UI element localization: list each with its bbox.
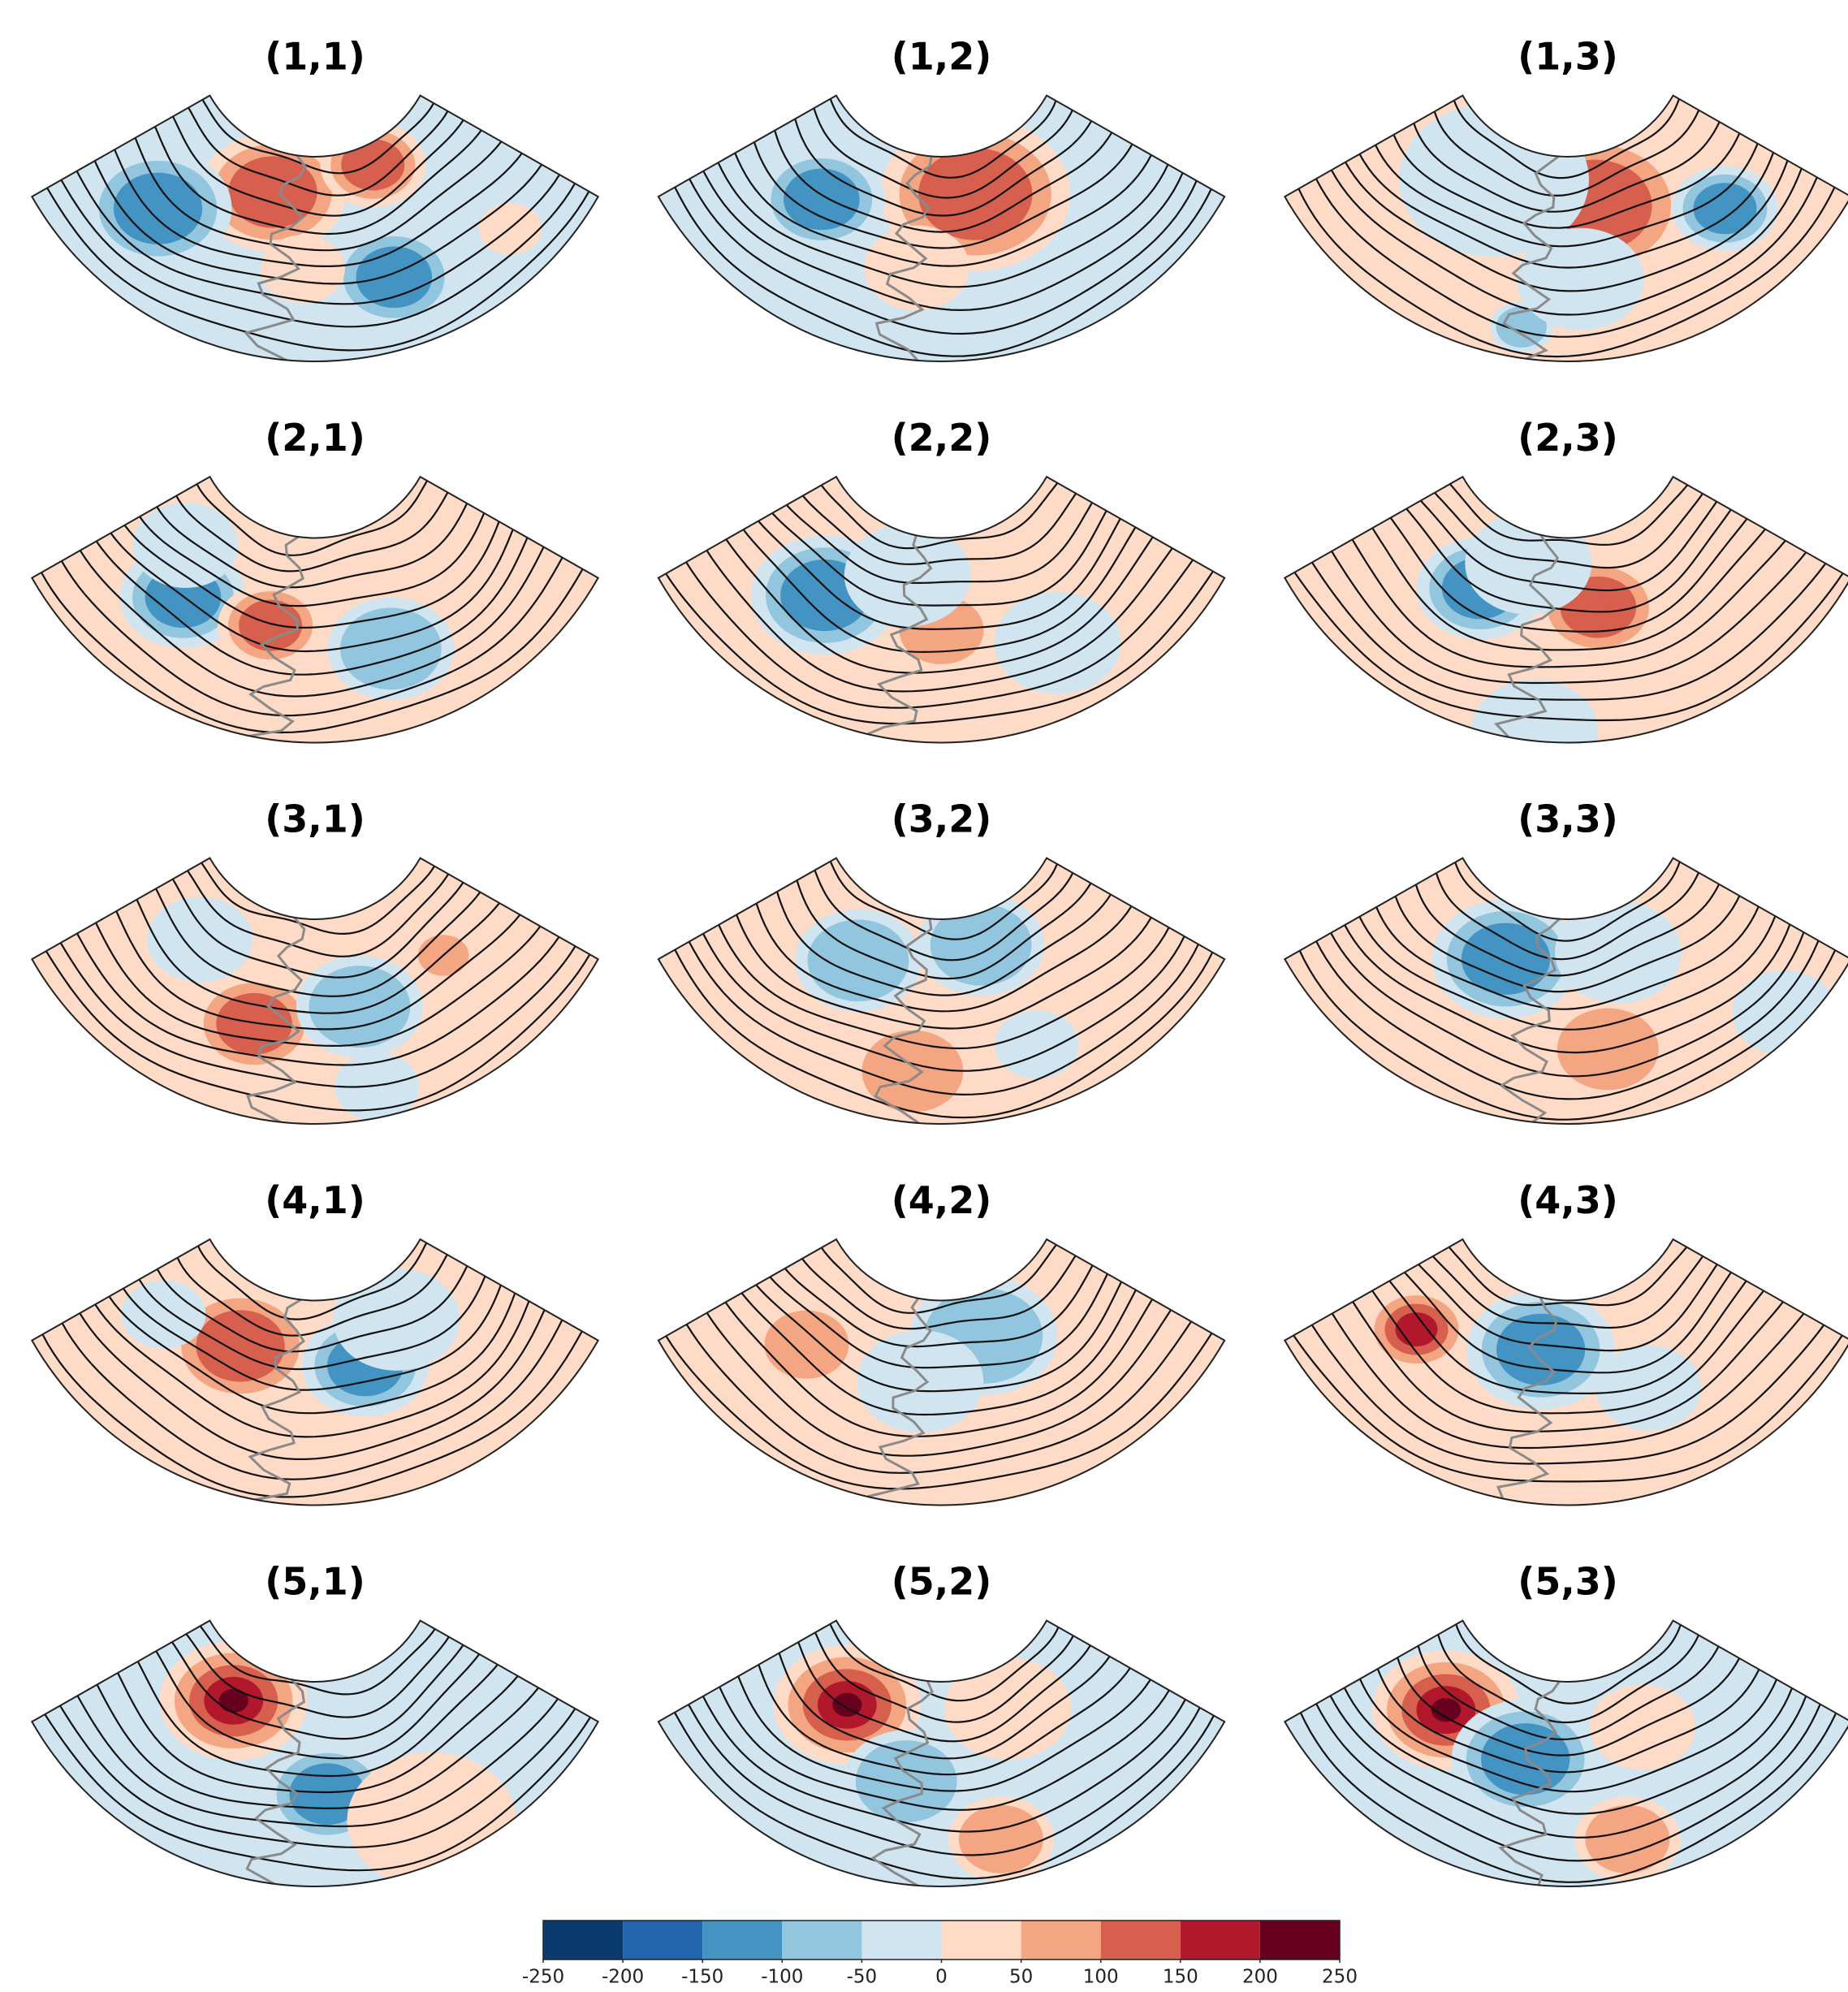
colorbar-tick-label: 100 [1083, 1967, 1119, 1988]
colorbar-tick-label: 250 [1322, 1967, 1358, 1988]
map-panel [1285, 477, 1848, 782]
panel-title: (3,2) [892, 797, 992, 841]
anomaly-shading [864, 226, 969, 311]
panel-title: (2,1) [265, 416, 365, 460]
anomaly-shading [196, 1310, 284, 1381]
anomaly-shading [341, 139, 404, 190]
map-panel [1285, 1621, 1848, 1886]
panel-title: (5,2) [892, 1560, 992, 1604]
map-panel [32, 477, 598, 742]
panel-title: (3,1) [265, 797, 365, 841]
anomaly-shading [121, 1281, 205, 1349]
anomaly-shading [995, 1011, 1079, 1079]
colorbar-tick-label: -150 [681, 1967, 723, 1988]
panel-title: (3,3) [1518, 797, 1618, 841]
panel-title: (1,1) [265, 35, 365, 79]
anomaly-shading [1471, 680, 1598, 782]
panel-title: (4,3) [1518, 1178, 1618, 1222]
map-panel [658, 96, 1224, 368]
colorbar-bin [1021, 1921, 1101, 1960]
map-panel [1285, 858, 1848, 1124]
colorbar-bin [1101, 1921, 1181, 1960]
colorbar-bin [1181, 1921, 1260, 1960]
colorbar-tick-label: 50 [1009, 1967, 1033, 1988]
colorbar-bin [861, 1921, 941, 1960]
panel-title: (5,1) [265, 1560, 365, 1604]
anomaly-shading [1732, 970, 1837, 1056]
colorbar-bin [702, 1921, 782, 1960]
panel-title: (2,3) [1518, 416, 1618, 460]
panel-title: (1,3) [1518, 35, 1618, 79]
anomaly-shading [356, 246, 432, 308]
panel-title: (1,2) [892, 35, 992, 79]
anomaly-shading [784, 169, 860, 231]
anomaly-shading [239, 600, 302, 651]
anomaly-shading [808, 919, 909, 1001]
figure: (1,1) (1,2) (1,3) (2,1) (2,2) (2,3) (3,1) (3,2)… [0, 0, 1848, 1992]
panel-title: (4,1) [265, 1178, 365, 1222]
anomaly-shading [1555, 901, 1682, 1004]
anomaly-shading [959, 1805, 1043, 1873]
map-panel [1285, 96, 1848, 361]
map-panel [658, 1621, 1224, 1886]
colorbar-tick-label: -100 [761, 1967, 803, 1988]
anomaly-shading [1395, 1312, 1437, 1346]
panel-title: (5,3) [1518, 1560, 1618, 1604]
colorbar-bin [782, 1921, 861, 1960]
map-panel [658, 858, 1224, 1124]
anomaly-shading [347, 1752, 516, 1889]
anomaly-shading [930, 904, 1032, 986]
colorbar-tick-label: 150 [1163, 1967, 1198, 1988]
map-panel [32, 96, 598, 361]
colorbar-bin [1260, 1921, 1340, 1960]
anomaly-shading [764, 1311, 848, 1379]
map-panel [658, 1239, 1224, 1505]
colorbar-bin [623, 1921, 702, 1960]
colorbar-tick-label: -50 [847, 1967, 878, 1988]
map-panel [32, 1621, 598, 1889]
anomaly-shading [147, 897, 253, 982]
colorbar-tick-label: -200 [602, 1967, 644, 1988]
colorbar-bin [543, 1921, 623, 1960]
map-panel [658, 477, 1224, 742]
anomaly-shading [944, 1657, 1071, 1760]
panel-title: (4,2) [892, 1178, 992, 1222]
map-panel [32, 1239, 598, 1505]
panel-title: (2,2) [892, 416, 992, 460]
colorbar-tick-label: 0 [935, 1967, 948, 1988]
map-panel [1285, 1239, 1848, 1505]
colorbar-tick-label: -250 [522, 1967, 564, 1988]
colorbar-tick-label: 200 [1242, 1967, 1278, 1988]
anomaly-shading [216, 993, 292, 1055]
colorbar-bin [942, 1921, 1021, 1960]
map-panel [32, 858, 598, 1124]
